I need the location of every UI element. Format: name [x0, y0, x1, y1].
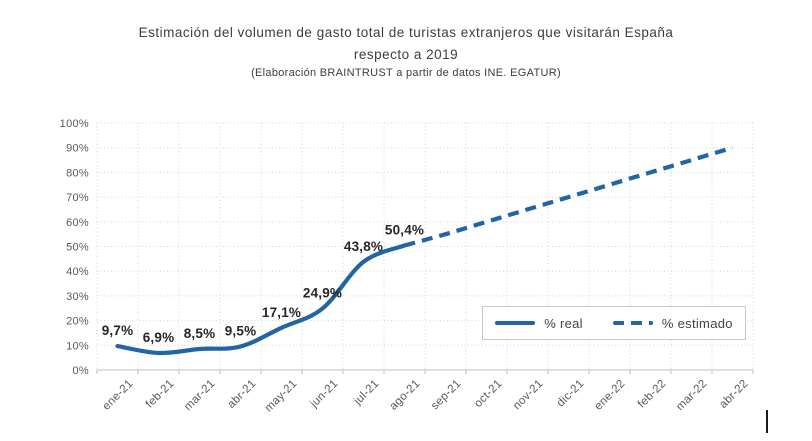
estimado-line: [403, 145, 734, 248]
svg-text:mar-21: mar-21: [182, 378, 218, 414]
series-lines: [115, 145, 734, 356]
legend: % real % estimado: [482, 306, 746, 340]
svg-text:8,5%: 8,5%: [184, 326, 216, 341]
svg-text:43,8%: 43,8%: [344, 239, 383, 254]
svg-text:oct-21: oct-21: [472, 378, 504, 410]
svg-text:feb-22: feb-22: [636, 378, 669, 411]
svg-text:50%: 50%: [66, 242, 89, 254]
svg-text:jul-21: jul-21: [351, 378, 381, 408]
svg-text:0%: 0%: [73, 365, 90, 377]
estimado-line-swatch: [612, 321, 653, 325]
svg-text:17,1%: 17,1%: [262, 305, 301, 320]
gridlines: [96, 122, 754, 374]
svg-text:ene-22: ene-22: [593, 378, 628, 413]
svg-text:6,9%: 6,9%: [143, 330, 175, 345]
svg-text:mar-22: mar-22: [674, 378, 710, 414]
svg-text:30%: 30%: [66, 291, 89, 303]
svg-text:abr-22: abr-22: [717, 378, 750, 411]
svg-text:abr-21: abr-21: [225, 378, 258, 411]
svg-text:90%: 90%: [66, 143, 89, 155]
svg-text:may-21: may-21: [263, 378, 300, 415]
svg-text:70%: 70%: [66, 192, 89, 204]
svg-text:dic-21: dic-21: [555, 378, 587, 410]
chart-title-line2: respecto a 2019: [353, 47, 459, 62]
chart-subtitle: (Elaboración BRAINTRUST a partir de dato…: [251, 67, 561, 79]
legend-item-estimado: % estimado: [612, 315, 733, 331]
svg-text:60%: 60%: [66, 217, 89, 229]
legend-real-label: % real: [544, 315, 583, 331]
svg-text:ago-21: ago-21: [388, 378, 423, 413]
real-line: [115, 243, 407, 356]
legend-estimado-label: % estimado: [661, 315, 733, 331]
svg-text:9,7%: 9,7%: [102, 323, 134, 338]
svg-text:40%: 40%: [66, 266, 89, 278]
svg-text:ene-21: ene-21: [101, 378, 136, 413]
data-labels: 9,7% 6,9% 8,5% 9,5% 17,1%24,9% 43,8%50,4%: [102, 223, 424, 345]
svg-text:24,9%: 24,9%: [303, 285, 342, 300]
svg-text:10%: 10%: [66, 340, 89, 352]
svg-text:80%: 80%: [66, 167, 89, 179]
svg-text:50,4%: 50,4%: [385, 223, 424, 238]
svg-text:sep-21: sep-21: [429, 378, 464, 413]
svg-text:jun-21: jun-21: [308, 378, 341, 411]
svg-text:feb-21: feb-21: [144, 378, 177, 411]
cursor-mark: [766, 410, 768, 433]
real-line-swatch: [495, 321, 536, 325]
svg-text:20%: 20%: [66, 316, 89, 328]
svg-text:9,5%: 9,5%: [225, 324, 257, 339]
chart-title-line1: Estimación del volumen de gasto total de…: [138, 25, 674, 40]
legend-item-real: % real: [495, 316, 583, 331]
svg-text:100%: 100%: [60, 118, 89, 130]
svg-text:nov-21: nov-21: [511, 378, 546, 413]
